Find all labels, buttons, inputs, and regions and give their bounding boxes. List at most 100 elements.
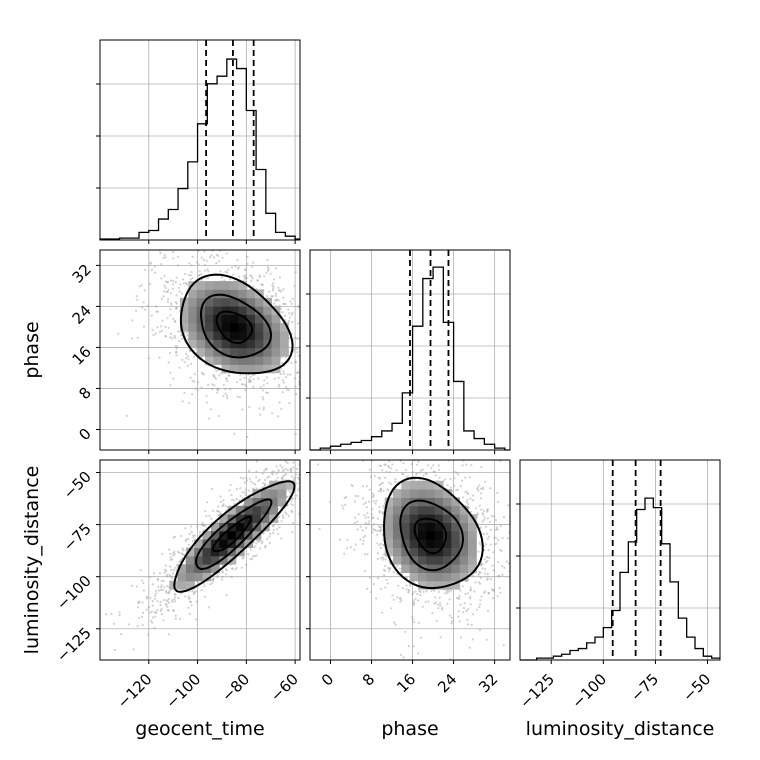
- scatter-point: [249, 558, 252, 561]
- scatter-point: [399, 662, 401, 664]
- scatter-point: [336, 453, 338, 455]
- scatter-point: [260, 283, 263, 286]
- scatter-point: [306, 418, 308, 420]
- scatter-point: [353, 500, 356, 503]
- scatter-point: [187, 358, 190, 361]
- density-cell: [213, 281, 223, 290]
- scatter-point: [394, 480, 397, 484]
- density-cell: [443, 555, 452, 565]
- scatter-point: [213, 256, 216, 259]
- scatter-point: [287, 389, 290, 392]
- density-cell: [260, 489, 270, 498]
- scatter-point: [486, 537, 489, 540]
- scatter-point: [154, 589, 158, 592]
- scatter-point: [422, 474, 425, 477]
- scatter-point: [381, 611, 384, 614]
- scatter-point: [290, 361, 293, 365]
- scatter-point: [210, 254, 213, 257]
- scatter-point: [344, 495, 347, 499]
- scatter-point: [494, 519, 497, 522]
- scatter-point: [281, 391, 284, 394]
- scatter-point: [478, 572, 481, 575]
- scatter-point: [457, 597, 460, 600]
- scatter-point: [239, 374, 242, 377]
- density-cell: [263, 322, 273, 332]
- scatter-point: [244, 481, 247, 484]
- scatter-point: [331, 307, 333, 309]
- density-cell: [196, 347, 206, 357]
- scatter-point: [245, 563, 248, 566]
- density-cell: [185, 580, 195, 590]
- density-cell: [401, 514, 411, 523]
- density-cell: [426, 489, 436, 498]
- scatter-point: [206, 268, 209, 271]
- density-cell: [434, 580, 444, 590]
- scatter-point: [485, 543, 488, 546]
- scatter-point: [317, 434, 319, 436]
- scatter-point: [344, 503, 347, 506]
- scatter-point: [160, 586, 163, 589]
- scatter-point: [372, 583, 375, 586]
- scatter-point: [478, 628, 481, 632]
- scatter-point: [245, 385, 248, 388]
- scatter-point: [195, 261, 199, 264]
- scatter-point: [385, 470, 388, 473]
- scatter-point: [304, 470, 306, 472]
- density-cell: [451, 497, 461, 507]
- scatter-point: [470, 510, 473, 513]
- scatter-point: [203, 585, 206, 588]
- scatter-point: [312, 383, 314, 385]
- scatter-point: [404, 437, 406, 439]
- scatter-point: [403, 446, 405, 448]
- scatter-point: [177, 286, 180, 289]
- y-axis-label-phase: phase: [21, 321, 43, 378]
- scatter-point: [311, 474, 313, 476]
- scatter-point: [382, 558, 385, 561]
- scatter-point: [285, 356, 288, 359]
- scatter-point: [493, 536, 496, 539]
- scatter-point: [173, 334, 176, 338]
- scatter-point: [200, 589, 203, 592]
- scatter-point: [241, 383, 244, 386]
- y-axis-label-luminosity-distance: luminosity_distance: [21, 466, 43, 655]
- scatter-point: [161, 552, 164, 556]
- scatter-point: [204, 510, 207, 513]
- scatter-point: [378, 544, 381, 547]
- scatter-point: [152, 572, 156, 575]
- scatter-point: [456, 596, 459, 599]
- scatter-point: [264, 482, 267, 486]
- scatter-point: [171, 337, 174, 340]
- scatter-point: [379, 546, 383, 550]
- scatter-point: [297, 354, 300, 357]
- scatter-point: [285, 386, 288, 389]
- scatter-point: [453, 477, 456, 480]
- scatter-point: [409, 447, 411, 449]
- scatter-point: [222, 383, 225, 387]
- scatter-point: [164, 564, 167, 567]
- scatter-point: [237, 266, 240, 269]
- density-cell: [213, 314, 223, 324]
- scatter-point: [412, 604, 415, 607]
- scatter-point: [378, 484, 381, 487]
- density-cell: [188, 331, 198, 340]
- scatter-point: [391, 594, 394, 597]
- scatter-point: [462, 606, 465, 610]
- scatter-point: [366, 553, 369, 556]
- scatter-point: [249, 380, 252, 383]
- scatter-point: [241, 491, 244, 494]
- scatter-point: [282, 296, 285, 299]
- scatter-point: [250, 279, 253, 283]
- scatter-point: [295, 392, 298, 396]
- scatter-point: [178, 551, 181, 555]
- x-tick-label: −50: [679, 670, 714, 705]
- scatter-point: [505, 560, 508, 563]
- scatter-point: [169, 565, 172, 568]
- scatter-point: [156, 609, 159, 612]
- density-cell: [230, 339, 239, 349]
- scatter-point: [205, 501, 209, 504]
- density-cell: [213, 306, 223, 315]
- scatter-point: [191, 277, 194, 280]
- scatter-point: [184, 539, 187, 542]
- scatter-point: [400, 599, 403, 602]
- density-cell: [219, 522, 228, 532]
